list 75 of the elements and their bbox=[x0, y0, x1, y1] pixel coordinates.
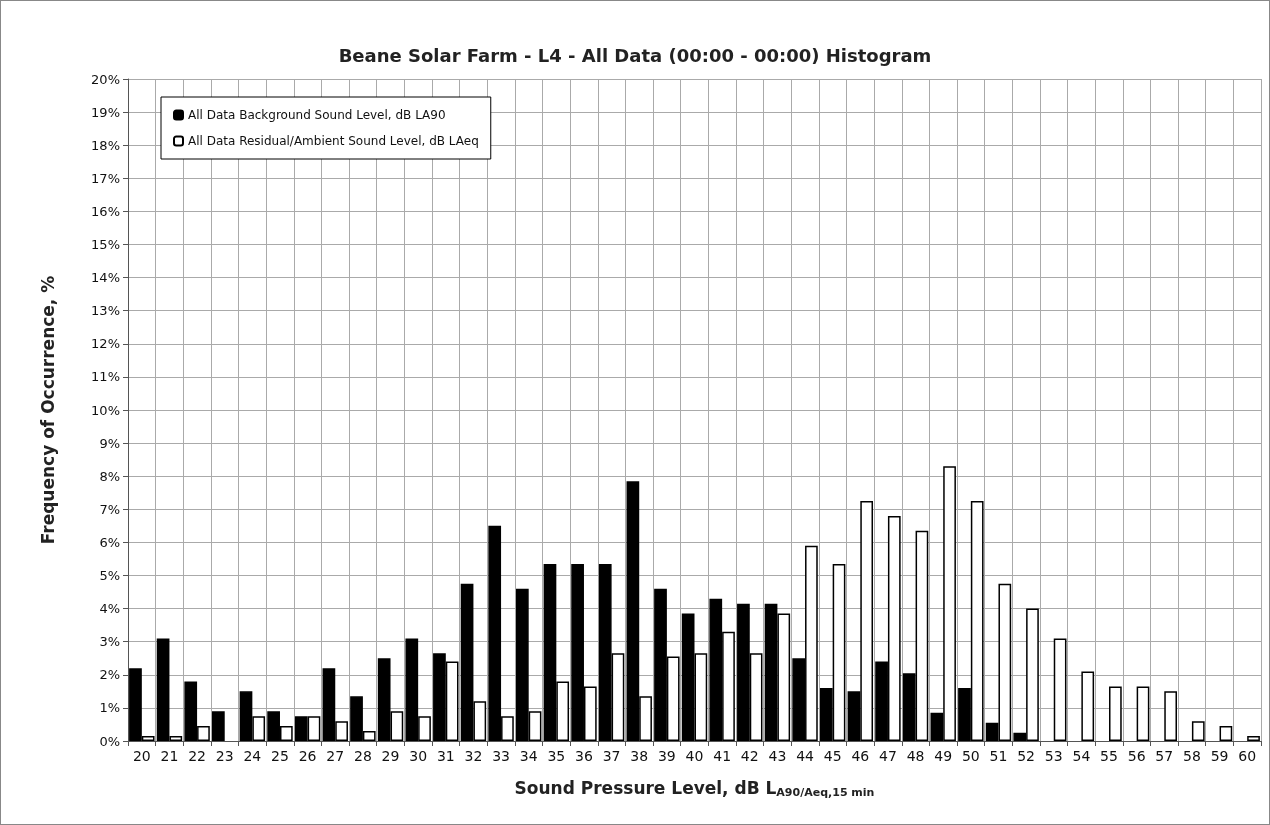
y-tick-label: 1% bbox=[99, 700, 120, 716]
bar bbox=[1053, 638, 1067, 741]
y-tick-label: 11% bbox=[91, 369, 120, 385]
x-tick-label: 28 bbox=[353, 748, 372, 764]
y-tick-label: 19% bbox=[91, 104, 120, 120]
y-tick-label: 9% bbox=[99, 435, 120, 451]
x-tick-label: 39 bbox=[657, 748, 676, 764]
x-tick-label: 34 bbox=[519, 748, 538, 764]
x-tick-label: 45 bbox=[823, 748, 842, 764]
x-tick-label: 36 bbox=[575, 748, 593, 764]
bar bbox=[1219, 726, 1233, 741]
y-tick-label: 5% bbox=[99, 568, 120, 583]
x-tick-label: 42 bbox=[740, 748, 759, 764]
x-tick-label: 23 bbox=[215, 748, 234, 764]
bar bbox=[1191, 721, 1205, 741]
x-tick-label: 40 bbox=[685, 748, 704, 764]
y-tick-label: 15% bbox=[91, 237, 120, 252]
x-tick-label: 32 bbox=[464, 748, 483, 764]
x-tick-label: 50 bbox=[961, 748, 980, 764]
x-tick-label: 47 bbox=[879, 748, 897, 764]
x-tick-label: 54 bbox=[1072, 748, 1091, 764]
x-tick-label: 26 bbox=[298, 748, 317, 764]
x-tick-label: 59 bbox=[1210, 748, 1229, 764]
x-tick-label: 41 bbox=[713, 748, 732, 764]
y-tick-label: 0% bbox=[99, 733, 120, 749]
y-tick-label: 3% bbox=[99, 634, 120, 650]
y-tick-label: 18% bbox=[91, 137, 120, 153]
x-tick-label: 48 bbox=[906, 748, 925, 764]
chart-title: Beane Solar Farm - L4 - All Data (00:00 - 00:00) Histogram bbox=[338, 44, 932, 66]
y-tick-label: 20% bbox=[91, 71, 120, 87]
x-tick-label: 52 bbox=[1017, 748, 1036, 764]
x-tick-label: 21 bbox=[160, 748, 179, 764]
bar bbox=[1164, 691, 1177, 741]
y-tick-label: 10% bbox=[91, 402, 120, 418]
x-tick-label: 20 bbox=[132, 748, 151, 764]
y-tick-label: 8% bbox=[99, 468, 120, 484]
x-tick-label: 29 bbox=[381, 748, 400, 764]
y-tick-label: 4% bbox=[99, 601, 120, 617]
y-axis-title: Frequency of Occurrence, % bbox=[37, 275, 58, 545]
y-tick-label: 16% bbox=[91, 203, 120, 219]
x-tick-label: 57 bbox=[1155, 748, 1174, 764]
x-tick-label: 25 bbox=[271, 748, 289, 764]
x-tick-label: 30 bbox=[409, 748, 428, 764]
legend-label: All Data Background Sound Level, dB LA90 bbox=[188, 108, 446, 122]
legend-label: All Data Residual/Ambient Sound Level, dB LAeq bbox=[188, 134, 479, 148]
x-tick-label: 58 bbox=[1183, 748, 1201, 764]
x-tick-label: 46 bbox=[851, 748, 870, 764]
x-tick-label: 56 bbox=[1127, 748, 1146, 764]
x-tick-label: 53 bbox=[1044, 748, 1063, 764]
y-tick-label: 7% bbox=[99, 501, 120, 517]
bar bbox=[1247, 736, 1260, 741]
x-tick-label: 49 bbox=[934, 748, 953, 764]
x-tick-label: 27 bbox=[326, 748, 345, 764]
x-tick-label: 55 bbox=[1100, 748, 1118, 764]
y-tick-label: 14% bbox=[91, 270, 120, 286]
x-tick-label: 60 bbox=[1238, 748, 1257, 764]
x-tick-label: 31 bbox=[436, 748, 455, 764]
bar bbox=[212, 711, 225, 741]
bar bbox=[1109, 686, 1122, 741]
y-tick-label: 6% bbox=[99, 534, 120, 550]
x-tick-label: 43 bbox=[768, 748, 787, 764]
bar bbox=[1081, 671, 1095, 741]
x-tick-label: 35 bbox=[547, 748, 566, 764]
y-tick-label: 2% bbox=[99, 667, 120, 683]
x-tick-label: 33 bbox=[492, 748, 510, 764]
y-tick-label: 12% bbox=[91, 336, 120, 352]
y-tick-label: 17% bbox=[91, 170, 120, 186]
x-tick-label: 38 bbox=[630, 748, 649, 764]
x-tick-label: 44 bbox=[796, 748, 815, 764]
bar bbox=[1136, 686, 1150, 741]
x-tick-label: 37 bbox=[602, 748, 621, 764]
x-tick-label: 22 bbox=[188, 748, 206, 764]
y-tick-label: 13% bbox=[91, 303, 120, 319]
x-tick-label: 24 bbox=[243, 748, 262, 764]
x-tick-label: 51 bbox=[989, 748, 1008, 764]
